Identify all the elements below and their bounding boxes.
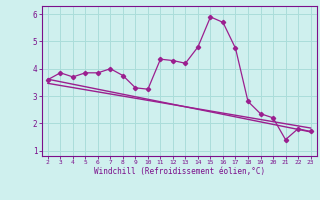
X-axis label: Windchill (Refroidissement éolien,°C): Windchill (Refroidissement éolien,°C) (94, 167, 265, 176)
